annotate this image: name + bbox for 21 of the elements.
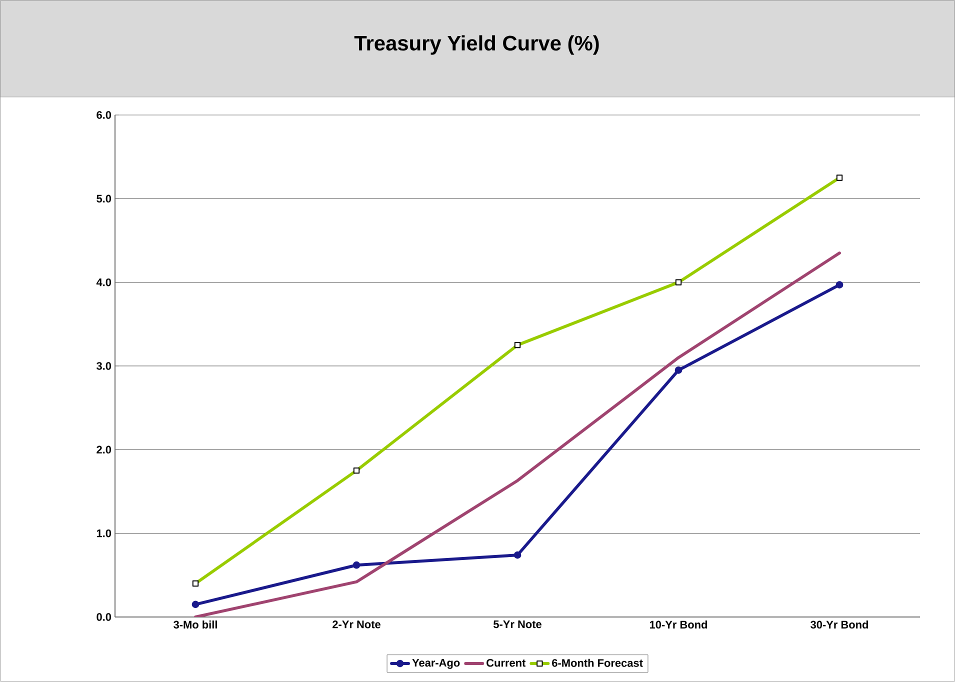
point — [192, 600, 200, 608]
y-tick-label: 3.0 — [96, 362, 112, 370]
x-tick-label: 5-Yr Note — [493, 620, 542, 628]
chart-title: Treasury Yield Curve (%) — [354, 35, 599, 55]
legend-label: Year-Ago — [412, 659, 460, 669]
point — [514, 551, 522, 559]
point — [674, 366, 682, 374]
legend-label: 6-Month Forecast — [552, 658, 643, 667]
legend-label: Current — [486, 658, 526, 667]
y-tick-label: 2.0 — [96, 446, 112, 454]
y-tick-label: 0.0 — [96, 613, 112, 621]
x-tick-label: 10-Yr Bond — [650, 620, 707, 629]
point — [352, 561, 360, 569]
y-tick-label: 4.0 — [96, 278, 112, 286]
x-tick-label: 2-Yr Note — [332, 620, 380, 628]
x-tick-label: 3-Mo bill — [174, 620, 217, 629]
y-tick-label: 6.0 — [96, 111, 112, 119]
point — [836, 281, 844, 289]
y-tick-label: 5.0 — [96, 194, 112, 203]
y-tick-label: 1.0 — [96, 529, 112, 538]
x-tick-label: 30-Yr Bond — [810, 620, 868, 629]
